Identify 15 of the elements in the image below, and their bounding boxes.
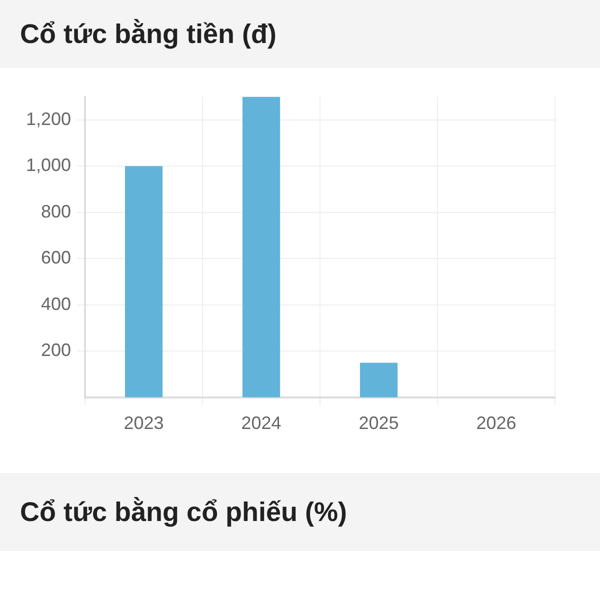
y-tick-label: 200 — [40, 340, 72, 360]
text: Cổ tức bằng cổ phiếu (%) — [0, 473, 600, 551]
x-tick-label: 2026 — [476, 413, 516, 434]
bar — [242, 96, 280, 398]
y-tick-label: 600 — [40, 248, 72, 268]
y-tick-label: 1,000 — [26, 155, 72, 176]
chart-title: Cổ tức bằng tiền (đ) — [0, 0, 600, 68]
bar — [124, 166, 163, 398]
y-tick-label: 1,200 — [26, 108, 72, 129]
x-tick-label: 2023 — [124, 413, 164, 434]
x-tick-label: 2025 — [358, 413, 399, 434]
y-tick-label: 400 — [40, 294, 72, 314]
bar — [360, 362, 398, 398]
x-tick-label: 2024 — [241, 413, 282, 434]
y-tick-label: 800 — [40, 201, 72, 222]
